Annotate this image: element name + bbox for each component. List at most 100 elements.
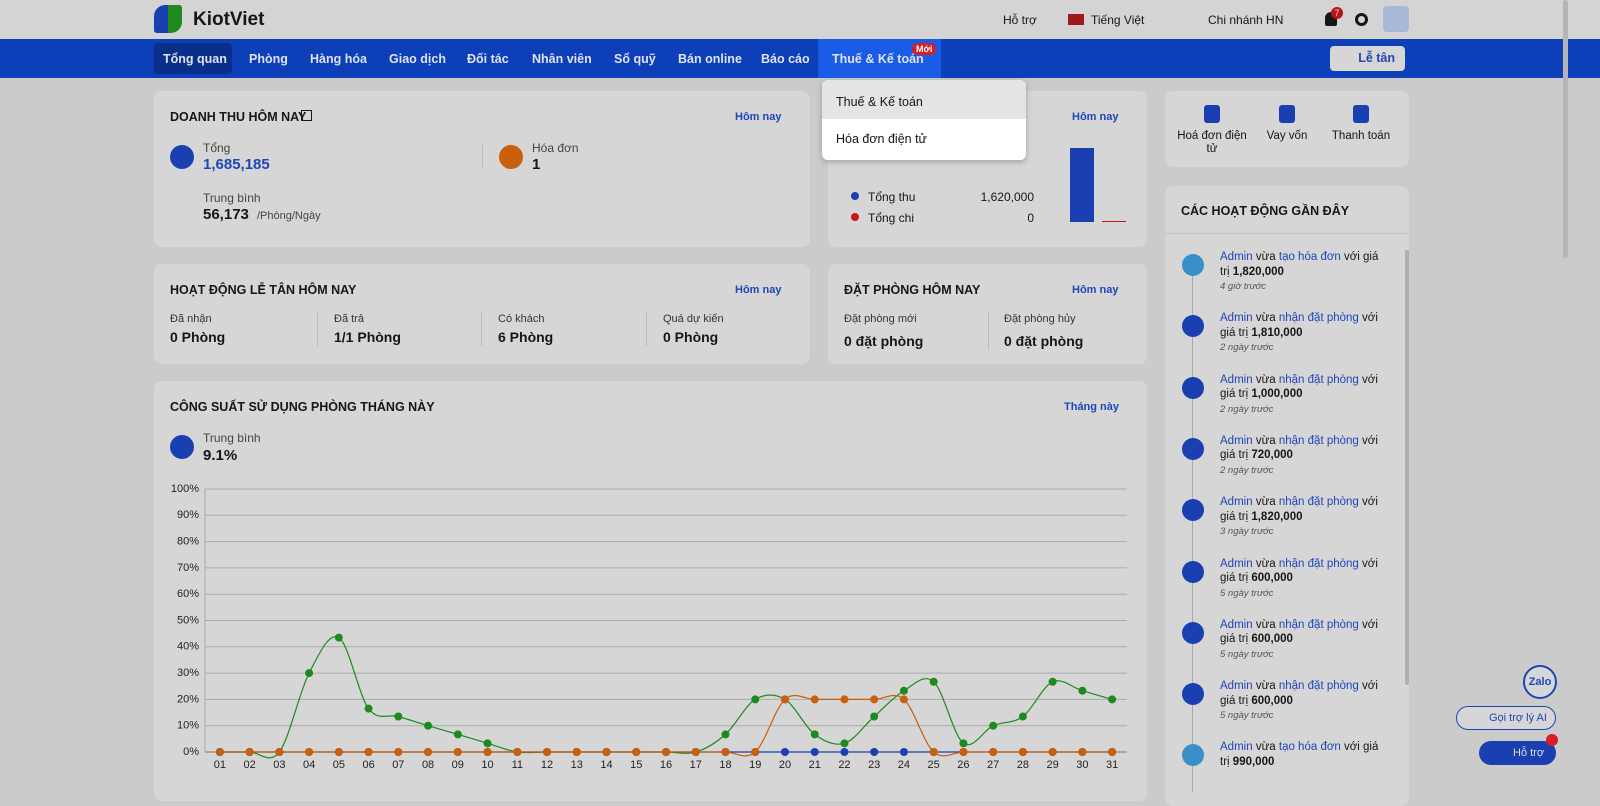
period-select[interactable]: Hôm nay [735, 111, 782, 123]
nav-item[interactable]: Sổ quỹ [614, 52, 656, 66]
y-tick-label: 40% [177, 641, 199, 653]
zalo-button[interactable]: Zalo [1523, 665, 1557, 699]
point [1078, 748, 1087, 756]
legend-dot [851, 213, 859, 221]
point [929, 748, 938, 756]
activity-divider [1165, 233, 1409, 234]
support-link[interactable]: Hỗ trợ [1003, 13, 1037, 27]
point [1048, 677, 1057, 686]
nav-item[interactable]: Bán online [678, 52, 742, 66]
period-select[interactable]: Hôm nay [735, 284, 782, 296]
logo-icon [154, 5, 182, 33]
point [840, 739, 849, 748]
card-title: DOANH THU HÔM NAY [170, 110, 307, 124]
suffix: với giá trị [1220, 312, 1378, 339]
x-tick-label: 26 [957, 759, 969, 771]
action: nhận đặt phòng [1278, 557, 1359, 570]
verb: vừa [1255, 373, 1276, 386]
period-select[interactable]: Hôm nay [1072, 111, 1119, 123]
ai-button[interactable]: Gọi trợ lý AI [1456, 706, 1556, 730]
nav-active [154, 43, 232, 74]
stat-label[interactable]: Đã nhận [170, 313, 212, 325]
nav-item[interactable]: Hàng hóa [310, 52, 367, 66]
x-tick-label: 24 [898, 759, 910, 771]
page-scrollbar[interactable] [1563, 0, 1568, 258]
activity-icon [1182, 315, 1204, 338]
x-tick-label: 22 [838, 759, 850, 771]
time: 5 ngày trước [1220, 710, 1274, 722]
activity-item: Admin vừa tạo hóa đơn với giá trị 990,00… [1220, 740, 1388, 769]
legend-dot [851, 192, 859, 200]
stat-label[interactable]: Có khách [498, 313, 545, 325]
point [840, 695, 849, 704]
amount: 1,820,000 [1251, 510, 1303, 523]
action: nhận đặt phòng [1278, 496, 1359, 509]
nav-item[interactable]: Báo cáo [761, 52, 810, 66]
x-tick-label: 31 [1106, 759, 1118, 771]
nav-item[interactable]: Giao dịch [389, 52, 446, 66]
point [899, 748, 908, 756]
action: tạo hóa đơn [1278, 741, 1341, 754]
activity-item: Admin vừa tạo hóa đơn với giá trị 1,820,… [1220, 250, 1388, 295]
action-icon[interactable] [1353, 105, 1369, 123]
x-tick-label: 21 [809, 759, 821, 771]
external-link[interactable] [301, 110, 312, 121]
nav-item[interactable]: Thuế & Kế toán [832, 52, 924, 66]
dropdown-item[interactable]: Hóa đơn điện tử [822, 119, 1026, 160]
amount: 600,000 [1251, 633, 1293, 646]
x-tick-label: 12 [541, 759, 553, 771]
point [989, 721, 998, 730]
legend-label: Tổng thu [868, 190, 916, 204]
x-tick-label: 19 [749, 759, 761, 771]
action-label[interactable]: Thanh toán [1331, 130, 1391, 142]
action-label[interactable]: Hoá đơn điện tử [1177, 130, 1247, 155]
suffix: với giá trị [1220, 251, 1379, 278]
action: tạo hóa đơn [1278, 251, 1341, 263]
average: 56,173 [203, 206, 249, 223]
point [929, 677, 938, 686]
nav-item[interactable]: Nhân viên [532, 52, 592, 66]
x-tick-label: 01 [214, 759, 226, 771]
suffix: với giá trị [1220, 557, 1378, 585]
nav-item[interactable]: Tổng quan [163, 52, 227, 66]
y-tick-label: 50% [177, 614, 199, 626]
stat-label[interactable]: Quá dự kiến [663, 313, 724, 325]
time: 2 ngày trước [1220, 403, 1274, 415]
point [899, 686, 908, 695]
activity-icon [1182, 683, 1204, 706]
period-select[interactable]: Hôm nay [1072, 284, 1119, 296]
help-badge [1546, 734, 1558, 746]
action-icon[interactable] [1204, 105, 1220, 123]
nav-item[interactable]: Đối tác [467, 52, 509, 66]
label: Tổng [203, 141, 231, 155]
x-tick-label: 30 [1076, 759, 1088, 771]
action: nhận đặt phòng [1278, 373, 1359, 386]
card-title: CÔNG SUẤT SỬ DỤNG PHÒNG THÁNG NÀY [170, 400, 435, 414]
revenue-card [154, 91, 810, 247]
point [780, 748, 789, 756]
verb: vừa [1255, 680, 1276, 693]
activity-icon [1182, 621, 1204, 644]
amount: 600,000 [1251, 694, 1293, 707]
stat-value: 0 đặt phòng [1004, 333, 1084, 349]
help-button[interactable]: Hỗ trợ [1479, 741, 1556, 765]
user: Admin [1220, 680, 1253, 693]
time: 2 ngày trước [1220, 342, 1274, 354]
activity-scrollbar[interactable] [1405, 250, 1409, 685]
stat-label[interactable]: Đã trả [334, 313, 364, 325]
action-icon[interactable] [1279, 105, 1295, 123]
dropdown-item[interactable]: Thuế & Kế toán [822, 80, 1026, 119]
branch-select[interactable]: Chi nhánh HN [1208, 13, 1284, 27]
nav-item[interactable]: Phòng [249, 52, 288, 66]
language-select[interactable]: Tiếng Việt [1091, 13, 1145, 27]
point [215, 748, 224, 756]
action-label[interactable]: Vay vốn [1266, 130, 1308, 142]
point [364, 704, 373, 713]
settings[interactable] [1355, 13, 1368, 26]
user: Admin [1220, 618, 1253, 631]
reception-button[interactable]: Lễ tân [1330, 46, 1405, 71]
action: nhận đặt phòng [1278, 618, 1359, 631]
period-select[interactable]: Tháng này [1064, 401, 1120, 413]
avatar[interactable] [1383, 6, 1409, 32]
